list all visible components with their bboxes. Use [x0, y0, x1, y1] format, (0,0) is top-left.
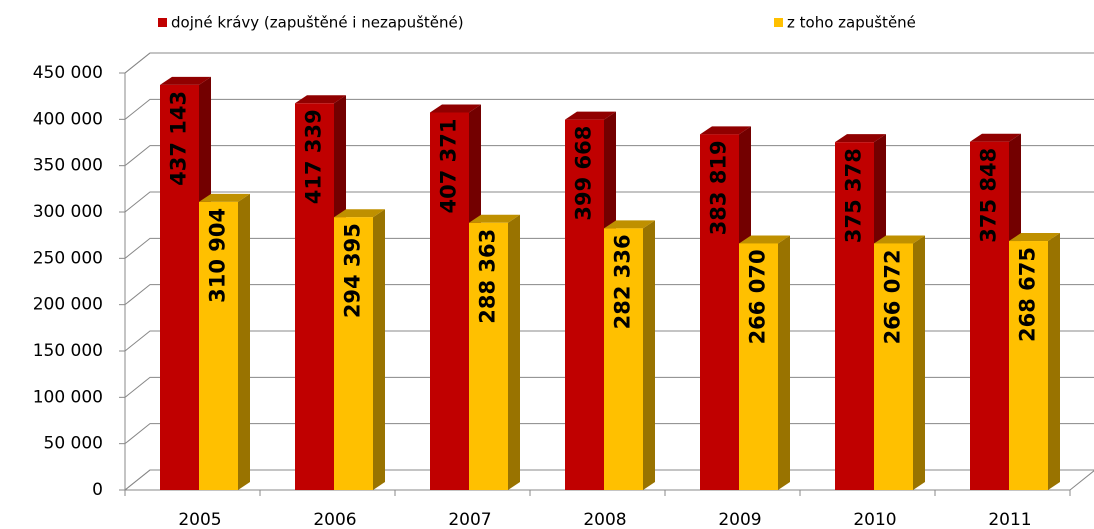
value-label: 375 378	[842, 148, 866, 243]
bar-front	[199, 201, 238, 490]
bar-side	[643, 220, 655, 490]
y-tick-label: 0	[92, 480, 103, 500]
legend-label: dojné krávy (zapuštěné i nezapuštěné)	[171, 14, 464, 32]
bar	[469, 214, 520, 490]
x-tick-label: 2009	[718, 510, 761, 529]
value-label: 399 668	[572, 126, 596, 221]
bar-top	[739, 235, 790, 244]
bar-top	[334, 209, 385, 218]
y-tick-label: 250 000	[33, 248, 103, 268]
bar	[199, 193, 250, 490]
bar-side	[913, 235, 925, 490]
value-label: 310 904	[206, 208, 230, 303]
bar	[1009, 233, 1060, 490]
bar-front	[1009, 241, 1048, 490]
value-label: 282 336	[611, 234, 635, 329]
bar-top	[1009, 233, 1060, 242]
legend-label: z toho zapuštěné	[787, 14, 916, 32]
value-label: 294 395	[341, 223, 365, 318]
bar-front	[700, 134, 739, 490]
bar-front	[565, 119, 604, 490]
grid-line	[124, 191, 1094, 213]
bar-front	[430, 112, 469, 491]
value-label: 375 848	[977, 148, 1001, 243]
bar-top	[469, 214, 520, 223]
y-tick-label: 100 000	[33, 387, 103, 407]
x-tick-label: 2010	[853, 510, 896, 529]
bar-front	[334, 217, 373, 490]
value-label: 266 072	[881, 249, 905, 344]
x-tick-label: 2005	[178, 510, 221, 529]
bar-side	[238, 193, 250, 490]
bar-front	[469, 222, 508, 490]
value-label: 417 339	[302, 109, 326, 204]
bar-front	[874, 243, 913, 490]
y-tick-label: 450 000	[33, 63, 103, 83]
bar	[295, 95, 346, 490]
y-tick-label: 300 000	[33, 202, 103, 222]
bar-top	[160, 76, 211, 85]
grid-line	[124, 52, 1094, 74]
grid-line	[124, 98, 1094, 120]
value-label: 407 371	[437, 119, 461, 214]
bar-side	[373, 209, 385, 490]
x-tick-label: 2008	[583, 510, 626, 529]
grid-line	[124, 145, 1094, 167]
value-label: 268 675	[1016, 247, 1040, 342]
bar-front	[295, 103, 334, 490]
legend-swatch	[774, 18, 783, 27]
bar-top	[430, 104, 481, 113]
value-label: 437 143	[167, 91, 191, 186]
x-tick-label: 2007	[448, 510, 491, 529]
bar-front	[160, 84, 199, 490]
bar	[874, 235, 925, 490]
bar-front	[739, 243, 778, 490]
bar	[739, 235, 790, 490]
bar	[334, 209, 385, 490]
bar-side	[778, 235, 790, 490]
axis-wall	[124, 52, 151, 490]
value-label: 383 819	[707, 140, 731, 235]
bar-top	[700, 126, 751, 135]
bar-top	[970, 133, 1021, 142]
value-label: 288 363	[476, 229, 500, 324]
bar-top	[199, 193, 250, 202]
bar-top	[604, 220, 655, 229]
bar	[604, 220, 655, 490]
y-tick-label: 350 000	[33, 156, 103, 176]
bar-top	[874, 235, 925, 244]
x-tick-label: 2011	[988, 510, 1031, 529]
legend-swatch	[158, 18, 167, 27]
bar-top	[295, 95, 346, 104]
y-tick-label: 400 000	[33, 109, 103, 129]
value-label: 266 070	[746, 249, 770, 344]
bar-side	[1048, 233, 1060, 490]
bar-front	[604, 228, 643, 490]
y-tick-label: 150 000	[33, 341, 103, 361]
y-tick-label: 200 000	[33, 295, 103, 315]
x-tick-label: 2006	[313, 510, 356, 529]
y-tick-label: 50 000	[44, 434, 103, 454]
bar-front	[970, 141, 1009, 491]
bar-top	[565, 111, 616, 120]
bar-side	[508, 214, 520, 490]
bar-front	[835, 142, 874, 490]
bar-top	[835, 134, 886, 143]
